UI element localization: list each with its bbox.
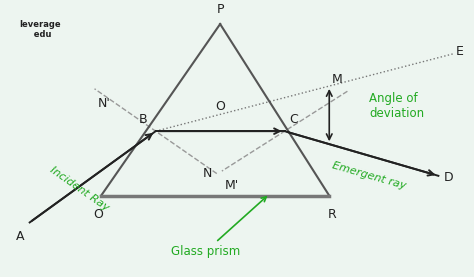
- Text: leverage
  edu: leverage edu: [19, 20, 60, 40]
- Text: D: D: [443, 171, 453, 184]
- Text: E: E: [456, 45, 464, 58]
- Text: O: O: [215, 100, 225, 113]
- Text: N: N: [202, 167, 212, 180]
- Text: M: M: [332, 73, 342, 86]
- Text: B: B: [139, 113, 148, 126]
- Text: M': M': [225, 179, 239, 192]
- Text: Emergent ray: Emergent ray: [331, 160, 407, 191]
- Text: N': N': [98, 97, 110, 110]
- Text: P: P: [217, 3, 224, 16]
- Text: Incident Ray: Incident Ray: [48, 165, 110, 213]
- Text: A: A: [16, 230, 25, 243]
- Text: C: C: [290, 113, 298, 126]
- Text: Angle of
deviation: Angle of deviation: [369, 92, 424, 120]
- Text: Glass prism: Glass prism: [171, 197, 266, 258]
- Text: R: R: [328, 207, 337, 220]
- Text: O: O: [93, 207, 103, 220]
